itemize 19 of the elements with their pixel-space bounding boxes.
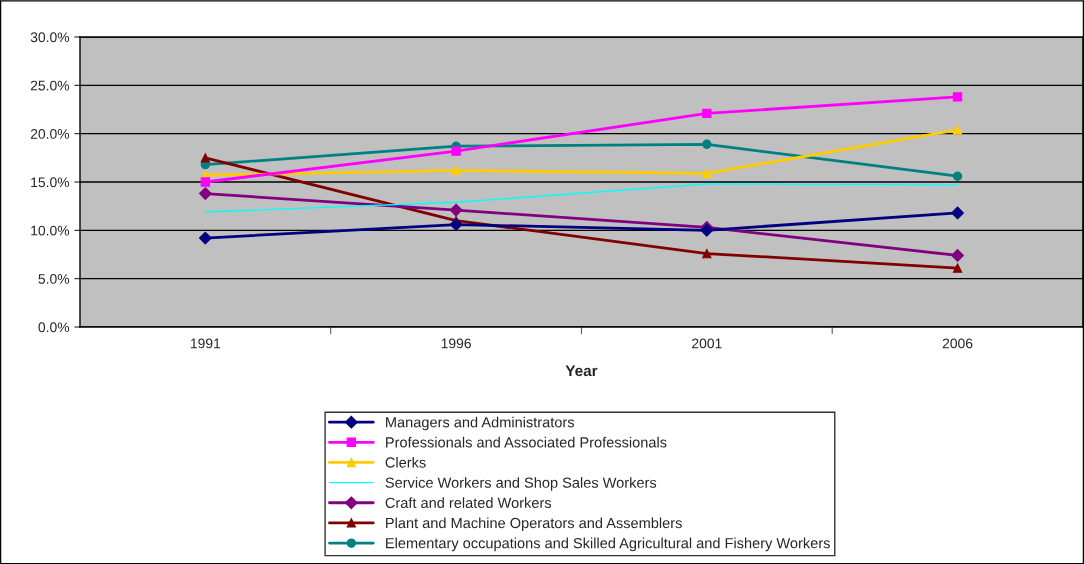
x-axis-title: Year [565,365,598,377]
y-tick-label: 10.0% [31,225,70,236]
y-tick-label: 30.0% [30,32,70,43]
y-tick-label: 15.0% [31,177,70,188]
x-tick-label: 1991 [190,338,221,349]
y-tick-label: 20.0% [30,129,70,139]
legend-label: Professionals and Associated Professionals [386,436,667,448]
x-tick-label: 1996 [441,338,471,349]
legend-label: Clerks [385,456,426,468]
legend-label: Plant and Machine Operators and Assemblers [386,517,682,532]
y-tick-label: 25.0% [30,80,70,91]
x-tick-label: 2006 [942,338,973,349]
legend-label: Managers and Administrators [386,416,575,431]
y-tick-label: 5.0% [38,274,70,284]
x-tick-label: 2001 [692,338,722,349]
y-tick-label: 0.0% [38,322,70,333]
legend-label: Elementary occupations and Skilled Agricultural and Fishery Workers [386,537,830,552]
legend-label: Craft and related Workers [385,497,552,509]
legend-label: Service Workers and Shop Sales Workers [385,477,657,491]
